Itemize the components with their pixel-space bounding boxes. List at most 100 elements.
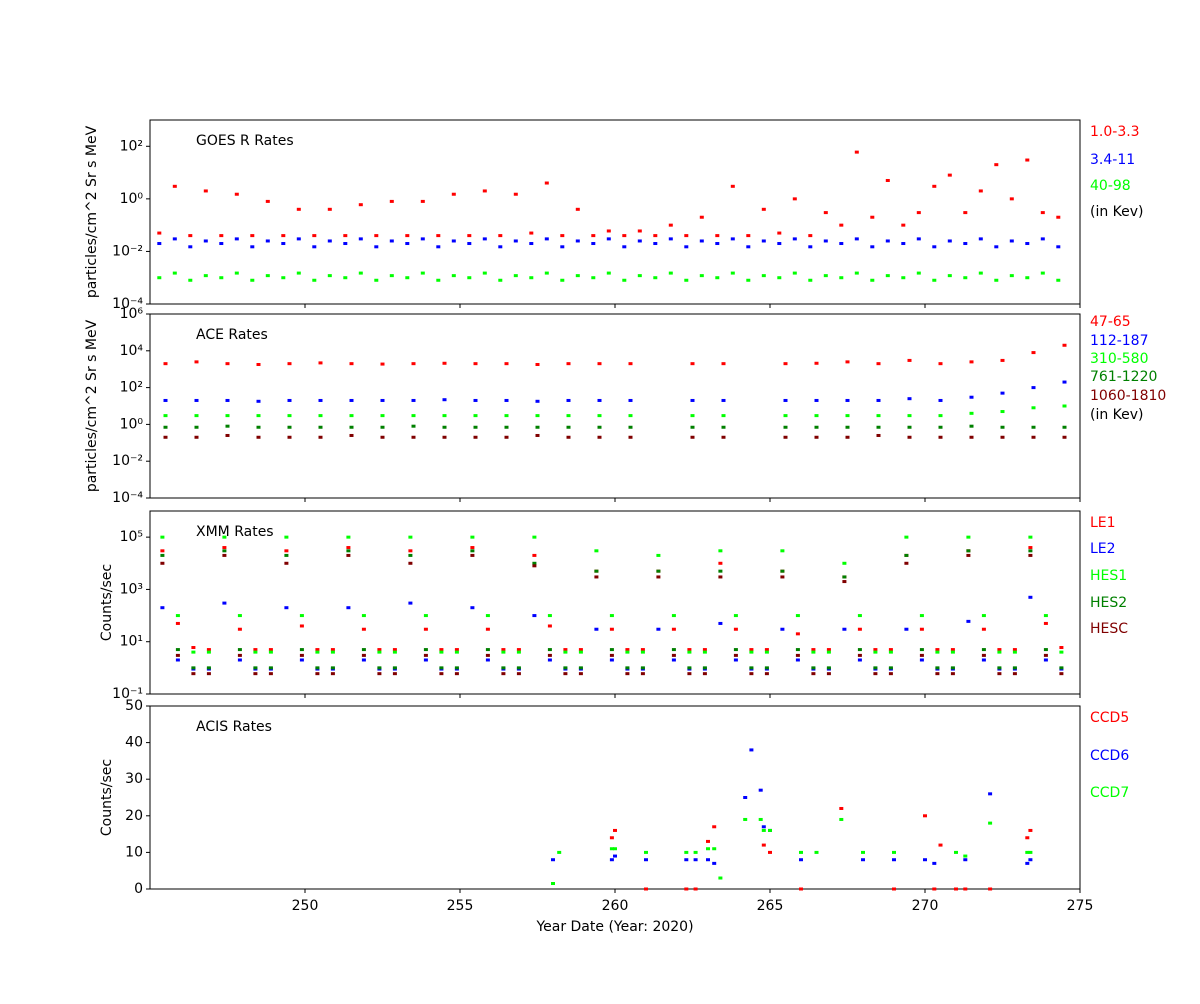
data-point: [175, 658, 180, 662]
data-point: [997, 648, 1002, 652]
data-point: [253, 666, 258, 670]
data-point: [312, 234, 317, 238]
data-point: [826, 672, 831, 676]
data-point: [876, 425, 881, 429]
data-point: [250, 278, 255, 282]
y-tick-label: 10¹: [120, 634, 143, 650]
y-axis-label: Counts/sec: [99, 759, 115, 836]
data-point: [597, 435, 602, 439]
data-point: [839, 276, 844, 280]
data-point: [343, 234, 348, 238]
data-point: [963, 211, 968, 215]
data-point: [485, 648, 490, 652]
y-tick-label: 0: [134, 881, 143, 897]
data-point: [1000, 391, 1005, 395]
data-point: [349, 398, 354, 402]
data-point: [606, 271, 611, 275]
data-point: [504, 362, 509, 366]
data-point: [644, 858, 648, 862]
data-point: [1043, 648, 1048, 652]
data-point: [575, 239, 580, 243]
data-point: [656, 575, 661, 579]
data-point: [718, 876, 723, 880]
data-point: [563, 650, 568, 654]
data-point: [299, 653, 304, 657]
data-point: [203, 274, 208, 278]
data-point: [439, 672, 444, 676]
legend-entry: 761-1220: [1090, 369, 1157, 385]
data-point: [839, 817, 844, 821]
data-point: [597, 398, 602, 402]
legend-entry: CCD7: [1090, 785, 1129, 801]
data-point: [907, 414, 912, 418]
data-point: [315, 648, 320, 652]
data-point: [566, 362, 571, 366]
data-point: [318, 398, 323, 402]
data-point: [172, 237, 177, 241]
data-point: [1062, 343, 1067, 347]
data-point: [842, 580, 847, 584]
data-point: [578, 650, 583, 654]
data-point: [1012, 650, 1017, 654]
data-point: [470, 549, 475, 553]
data-point: [854, 237, 859, 241]
data-point: [191, 672, 196, 676]
data-point: [594, 549, 599, 553]
data-point: [591, 276, 596, 280]
data-point: [513, 239, 518, 243]
data-point: [327, 274, 332, 278]
data-point: [904, 535, 909, 539]
data-point: [808, 234, 813, 238]
data-point: [981, 614, 986, 618]
data-point: [715, 242, 720, 246]
data-point: [358, 271, 363, 275]
data-point: [1009, 274, 1014, 278]
data-point: [411, 424, 416, 428]
data-point: [467, 242, 472, 246]
data-point: [516, 650, 521, 654]
data-point: [535, 433, 540, 437]
data-point: [380, 362, 385, 366]
data-point: [349, 433, 354, 437]
data-point: [160, 549, 165, 553]
data-point: [330, 650, 335, 654]
data-point: [637, 274, 642, 278]
data-point: [172, 184, 177, 188]
data-point: [718, 621, 723, 625]
data-point: [693, 887, 698, 891]
data-point: [237, 653, 242, 657]
data-point: [783, 414, 788, 418]
data-point: [808, 245, 813, 249]
data-point: [451, 192, 456, 196]
data-point: [206, 648, 211, 652]
data-point: [408, 601, 413, 605]
data-point: [532, 614, 537, 618]
data-point: [219, 276, 224, 280]
data-point: [1028, 535, 1033, 539]
data-point: [907, 425, 912, 429]
data-point: [997, 666, 1002, 670]
data-point: [225, 398, 230, 402]
data-point: [950, 672, 955, 676]
data-point: [405, 242, 410, 246]
data-point: [764, 666, 769, 670]
data-point: [256, 435, 261, 439]
data-point: [1040, 237, 1045, 241]
data-point: [749, 748, 754, 752]
data-point: [408, 561, 413, 565]
data-point: [795, 648, 800, 652]
data-point: [671, 653, 676, 657]
data-point: [361, 658, 366, 662]
data-point: [870, 278, 875, 282]
data-point: [163, 414, 168, 418]
data-point: [575, 207, 580, 211]
data-point: [163, 362, 168, 366]
data-point: [163, 435, 168, 439]
data-point: [690, 362, 695, 366]
data-point: [947, 274, 952, 278]
y-tick-label: 10⁰: [120, 416, 144, 432]
data-point: [684, 245, 689, 249]
data-point: [501, 666, 506, 670]
data-point: [451, 239, 456, 243]
data-point: [405, 234, 410, 238]
